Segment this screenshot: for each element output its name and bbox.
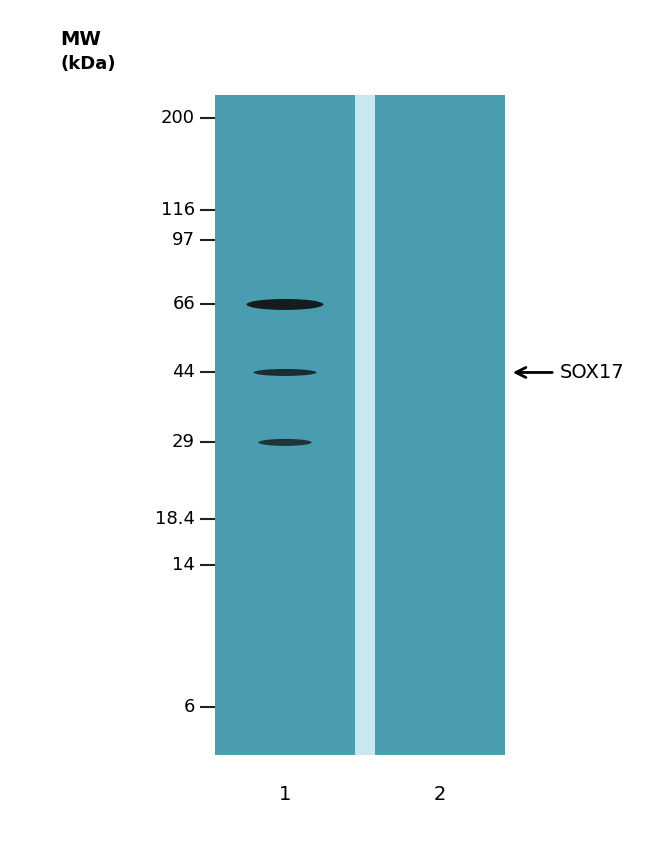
Text: SOX17: SOX17 (560, 363, 625, 382)
Text: (kDa): (kDa) (60, 55, 116, 73)
Text: MW: MW (60, 30, 101, 49)
Ellipse shape (259, 439, 311, 446)
Text: 44: 44 (172, 363, 195, 382)
Text: 200: 200 (161, 109, 195, 128)
Bar (355, 95, 375, 755)
Text: 6: 6 (183, 698, 195, 716)
Text: 1: 1 (279, 785, 291, 804)
Text: 116: 116 (161, 201, 195, 219)
Text: 29: 29 (172, 433, 195, 452)
Text: 66: 66 (172, 295, 195, 314)
Text: 97: 97 (172, 230, 195, 249)
Text: 18.4: 18.4 (155, 510, 195, 528)
Text: 14: 14 (172, 556, 195, 574)
Bar (215, 95, 505, 755)
Ellipse shape (246, 299, 324, 310)
Ellipse shape (254, 369, 317, 376)
Text: 2: 2 (434, 785, 446, 804)
